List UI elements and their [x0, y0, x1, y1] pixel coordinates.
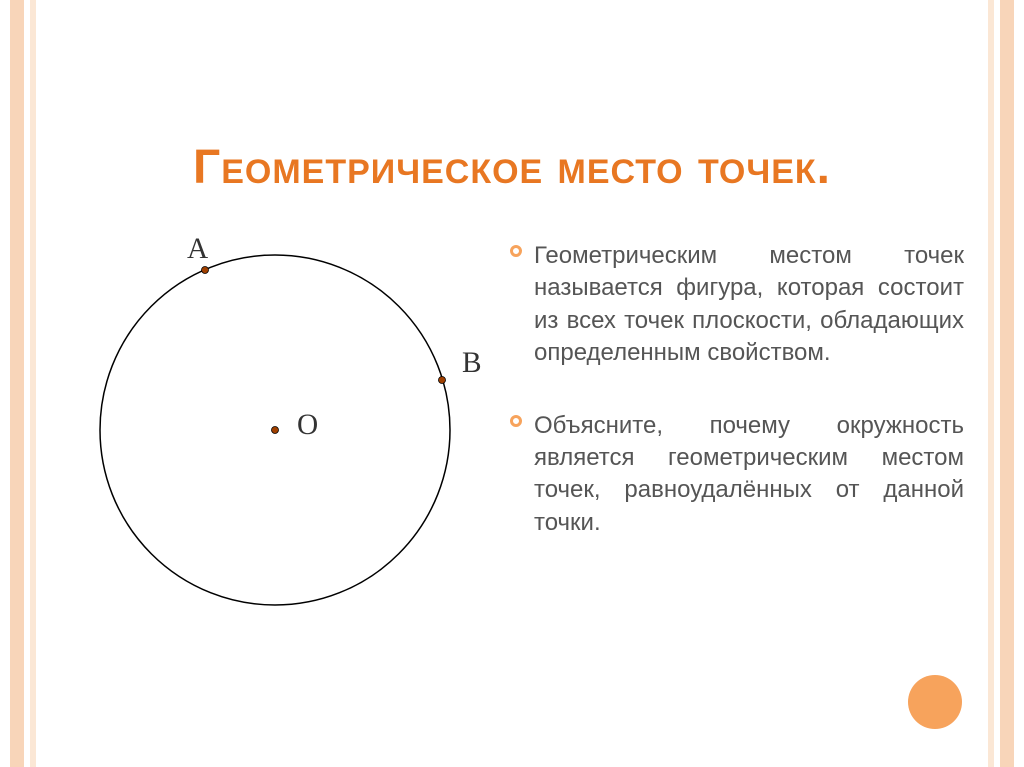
bullet-text: Объясните, почему окружность является ге… — [534, 410, 964, 540]
decor-stripe-right-outer — [1000, 0, 1014, 767]
point-label-O: O — [297, 409, 318, 441]
point-A — [202, 267, 209, 274]
point-B — [439, 377, 446, 384]
slide-title: Геометрическое место точек. — [0, 140, 1024, 195]
bullet-marker-icon — [510, 245, 522, 257]
bullet-item: Геометрическим местом точек называется ф… — [510, 240, 964, 370]
point-label-A: A — [187, 233, 208, 265]
text-column: Геометрическим местом точек называется ф… — [490, 210, 964, 707]
circle-diagram: A B O — [60, 210, 490, 650]
bullet-marker-icon — [510, 415, 522, 427]
decor-stripe-right-inner — [988, 0, 994, 767]
point-O — [272, 427, 279, 434]
bullet-item: Объясните, почему окружность является ге… — [510, 410, 964, 540]
content-area: A B O Геометрическим местом точек называет… — [60, 210, 964, 707]
figure-column: A B O — [60, 210, 490, 707]
bullet-text: Геометрическим местом точек называется ф… — [534, 240, 964, 370]
logo-circle-icon — [908, 675, 962, 729]
point-label-B: B — [462, 347, 482, 379]
decor-stripe-left-inner — [30, 0, 36, 767]
decor-stripe-left-outer — [10, 0, 24, 767]
slide: Геометрическое место точек. A B O Геометри… — [0, 0, 1024, 767]
